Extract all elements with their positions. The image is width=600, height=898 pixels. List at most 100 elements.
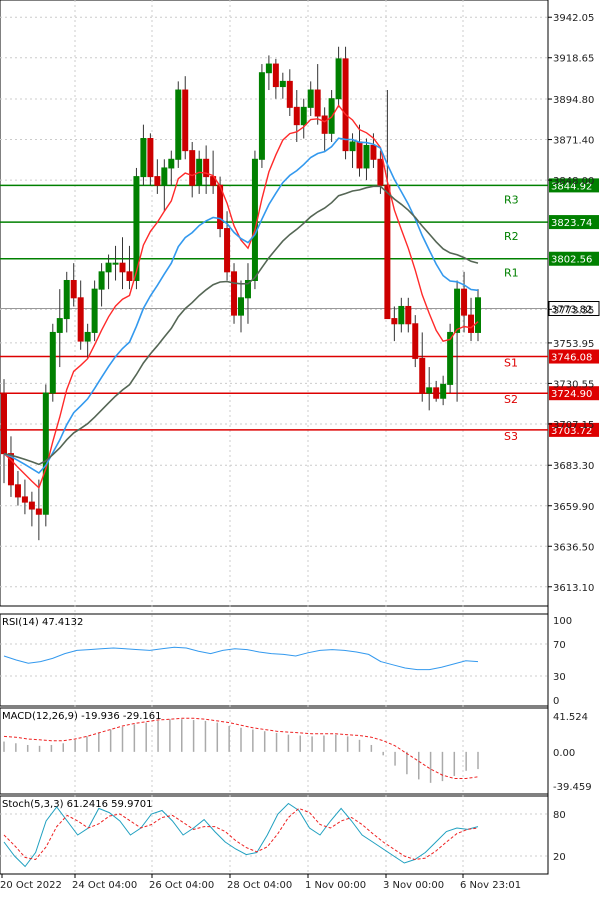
candle-bull (161, 167, 168, 186)
candle-bear (356, 141, 363, 169)
rsi-tick-label: 0 (553, 696, 559, 707)
rsi-title: RSI(14) 47.4132 (2, 617, 83, 628)
candle-bull (279, 80, 286, 88)
price-tick-label: 3707.15 (553, 420, 594, 431)
price-tick-label: 3613.10 (553, 583, 594, 594)
stoch-main-line (3, 802, 479, 868)
candle-bull (447, 331, 454, 385)
candle-bull (91, 288, 98, 333)
candle-bear (286, 80, 293, 108)
macd-signal-line (3, 717, 479, 779)
pivot-label-s3: S3 (504, 430, 518, 443)
candle-bear (28, 501, 35, 510)
candle-bear (272, 63, 279, 88)
price-tick-label: 3918.65 (553, 54, 594, 65)
rsi-tick-label: 70 (553, 640, 566, 651)
candle-bear (182, 89, 189, 152)
candle-bull (265, 63, 272, 74)
candle-bull (238, 297, 244, 316)
candle-bull (475, 297, 481, 333)
pivot-price-tag-r2 (549, 215, 599, 230)
candle-bear (384, 184, 391, 320)
candle-bull (112, 262, 119, 265)
pivot-price-text-r3: 3844.92 (551, 181, 592, 192)
price-tick-label: 3848.00 (553, 176, 594, 187)
candle-bear (203, 158, 210, 178)
pivot-price-tag-s3 (549, 422, 599, 437)
macd-tick-label: -39.459 (553, 782, 592, 793)
candle-bull (49, 331, 56, 394)
candle-bear (35, 508, 42, 515)
rsi-tick-label: 30 (553, 672, 566, 683)
pivot-label-s1: S1 (504, 357, 518, 370)
time-tick-label: 6 Nov 23:01 (460, 880, 521, 891)
price-tick-label: 3753.95 (553, 339, 594, 350)
price-tick-label: 3894.80 (553, 95, 594, 106)
candle-bear (119, 262, 126, 273)
candle-bear (370, 144, 377, 160)
candle-bear (405, 305, 412, 325)
candle-bull (454, 288, 461, 333)
candle-bear (461, 288, 468, 316)
stoch-tick-label: 80 (553, 810, 566, 821)
candle-bull (300, 106, 307, 126)
pivot-label-r1: R1 (504, 267, 519, 280)
pivot-price-text-s3: 3703.72 (551, 426, 592, 437)
candle-bear (391, 318, 398, 325)
time-tick-label: 20 Oct 2022 (0, 880, 62, 891)
candle-bull (98, 271, 105, 290)
candle-bear (1, 392, 7, 455)
pivot-price-text-s1: 3746.08 (551, 353, 592, 364)
candle-bull (307, 89, 314, 108)
candle-bull (258, 72, 265, 160)
candle-bear (224, 228, 231, 273)
candle-bear (412, 323, 419, 359)
candle-bear (468, 314, 475, 333)
ema-slow-line (3, 185, 479, 466)
candle-bear (314, 89, 321, 117)
price-tick-label: 3773.35 (553, 305, 594, 316)
candle-bull (335, 58, 342, 100)
candle-bull (398, 305, 405, 325)
candle-bear (321, 115, 328, 134)
candle-bull (63, 279, 70, 320)
candle-bear (126, 271, 133, 281)
pivot-label-s2: S2 (504, 393, 518, 406)
candle-bear (147, 138, 154, 178)
time-tick-label: 28 Oct 04:00 (227, 880, 292, 891)
candle-bear (7, 453, 14, 486)
candle-bull (56, 318, 63, 333)
candle-bear (231, 271, 238, 316)
candle-bear (154, 176, 161, 186)
price-tick-label: 3871.40 (553, 136, 594, 147)
pivot-label-r2: R2 (504, 230, 519, 243)
candle-bull (42, 392, 49, 515)
rsi-line (3, 646, 479, 671)
macd-title: MACD(12,26,9) -19.936 -29.161 (2, 711, 162, 722)
candle-bear (419, 357, 426, 394)
candle-bull (140, 138, 147, 178)
pivot-price-tag-s2 (549, 386, 599, 401)
pivot-price-text-r2: 3823.74 (551, 218, 592, 229)
rsi-tick-label: 100 (553, 616, 572, 627)
candle-bear (14, 484, 21, 498)
stoch-title: Stoch(5,3,3) 61.2416 59.9701 (2, 799, 153, 810)
candle-bull (244, 279, 251, 299)
candle-bull (175, 89, 182, 160)
ema-fast-line (3, 104, 479, 490)
candle-bull (84, 331, 91, 342)
candle-bear (77, 297, 84, 342)
pivot-price-text-r1: 3802.56 (551, 255, 592, 266)
time-tick-label: 26 Oct 04:00 (149, 880, 214, 891)
price-tick-label: 3636.50 (553, 542, 594, 553)
pivot-label-r3: R3 (504, 193, 519, 206)
candle-bear (342, 58, 349, 152)
candle-bear (377, 158, 384, 186)
candle-bear (189, 150, 196, 186)
candle-bull (440, 383, 447, 399)
candle-bear (293, 106, 300, 126)
price-tick-label: 3683.30 (553, 461, 594, 472)
pivot-price-text-s2: 3724.90 (551, 389, 592, 400)
